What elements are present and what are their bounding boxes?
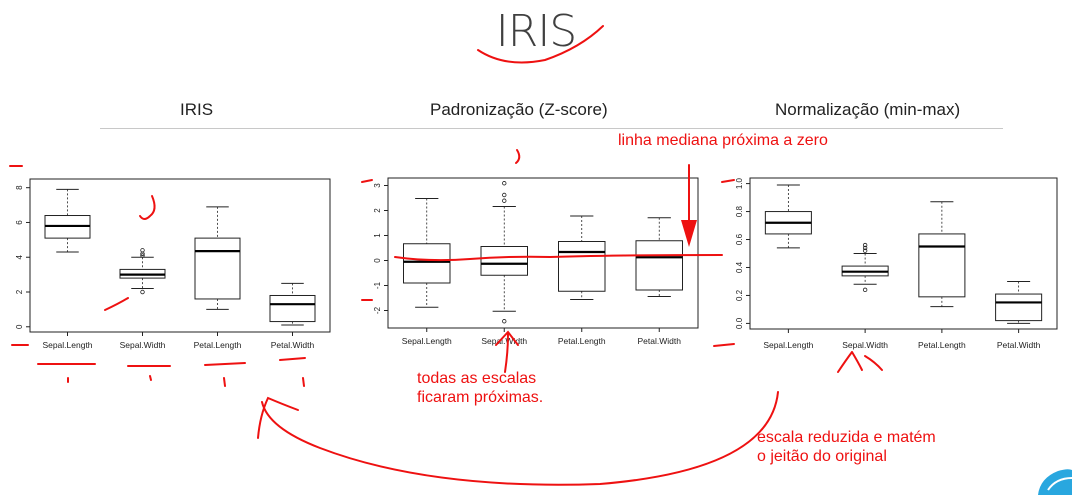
slide-title: IRIS — [495, 6, 577, 57]
underline-3 — [204, 362, 246, 366]
plot-frame — [749, 177, 1058, 330]
y-tick-label: 8 — [15, 185, 24, 190]
note-scales-line2: ficaram próximas. — [417, 389, 544, 406]
boxplot-iris: 0 2 4 6 8 Sepal.Length Sepal.Width Petal.Length… — [15, 178, 331, 350]
boxplot-minmax: 0.0 0.2 0.4 0.6 0.8 1.0 Sepal.Length Sepal.Widt… — [735, 177, 1058, 350]
long-arc-arrow — [261, 391, 779, 486]
plot-frame — [387, 177, 699, 329]
box-iqr — [194, 237, 241, 300]
x-tick-label: Petal.Length — [194, 340, 242, 350]
y-tick-label: 6 — [15, 220, 24, 225]
y-tick-label: 0.4 — [735, 261, 744, 273]
y-tick-label: -2 — [373, 306, 382, 314]
boxplot-zscore: -2 -1 0 1 2 3 Sepal.Length Sepal.Width Petal.Len… — [373, 177, 699, 346]
box-outlier — [502, 192, 507, 198]
x-tick-label: Sepal.Length — [42, 340, 92, 350]
plot-frame — [29, 178, 331, 333]
box-iqr — [403, 243, 451, 284]
arrow-up-zscore — [504, 333, 509, 373]
y-tick-label: -1 — [373, 281, 382, 289]
y-tick-label: 0.2 — [735, 289, 744, 301]
mark-right-b — [713, 343, 735, 347]
box-iqr — [635, 240, 683, 291]
panel-title-iris: IRIS — [180, 100, 214, 119]
note-reduced-line1: escala reduzida e matém — [757, 429, 936, 446]
dash-3 — [223, 377, 226, 387]
box-outlier — [140, 253, 145, 258]
underline-4 — [279, 357, 306, 361]
x-tick-label: Sepal.Width — [120, 340, 166, 350]
note-median-line: linha mediana próxima a zero — [618, 132, 828, 149]
x-tick-label: Sepal.Length — [763, 340, 813, 350]
long-arc-arrowhead — [257, 396, 299, 439]
box-outlier — [502, 198, 507, 203]
x-tick-label: Petal.Width — [271, 340, 315, 350]
box-outlier — [862, 287, 868, 293]
y-tick-label: 1.0 — [735, 177, 744, 189]
y-tick-label: 0 — [15, 324, 24, 329]
y-tick-label: 1 — [373, 233, 382, 238]
dash-2 — [149, 375, 152, 381]
mark-mid-a — [361, 179, 373, 183]
box-iqr — [995, 293, 1043, 322]
y-tick-label: 3 — [373, 183, 382, 188]
box-outlier — [862, 248, 868, 253]
x-tick-label: Petal.Length — [558, 336, 606, 346]
y-tick-label: 4 — [15, 254, 24, 259]
box-iqr — [269, 294, 316, 323]
arrow-up-head — [495, 330, 519, 346]
box-iqr — [918, 233, 966, 298]
mark-right-a — [721, 179, 735, 183]
marks-minmax — [837, 351, 883, 373]
arrow-head-median — [681, 220, 697, 247]
box-outlier — [862, 242, 868, 248]
x-tick-label: Petal.Width — [997, 340, 1041, 350]
title-underline-stroke — [477, 25, 604, 64]
box-outlier — [502, 319, 507, 324]
panel-title-zscore: Padronização (Z-score) — [430, 100, 608, 119]
x-tick-label: Sepal.Width — [481, 336, 527, 346]
y-tick-label: 0 — [373, 258, 382, 263]
dash-4 — [302, 377, 305, 387]
curl-mark — [139, 195, 156, 220]
y-tick-label: 2 — [373, 208, 382, 213]
tick-mark — [515, 149, 521, 164]
box-iqr — [558, 241, 606, 292]
box-iqr — [480, 246, 528, 276]
x-tick-label: Petal.Length — [918, 340, 966, 350]
box-outlier — [862, 245, 868, 251]
note-scales-line1: todas as escalas — [417, 370, 537, 387]
arrow-small — [104, 297, 129, 311]
median-line-stroke — [394, 254, 723, 262]
panel-title-minmax: Normalização (min-max) — [775, 100, 961, 119]
y-tick-label: 0.0 — [735, 317, 744, 329]
note-reduced-line2: o jeitão do original — [757, 448, 887, 465]
x-tick-label: Petal.Width — [638, 336, 682, 346]
y-tick-label: 0.6 — [735, 233, 744, 245]
y-tick-label: 0.8 — [735, 205, 744, 217]
box-outlier — [140, 248, 145, 253]
x-tick-label: Sepal.Length — [402, 336, 452, 346]
title-divider — [100, 128, 1003, 129]
box-outlier — [140, 289, 145, 295]
box-outlier — [502, 181, 507, 186]
x-tick-label: Sepal.Width — [842, 340, 888, 350]
y-tick-label: 2 — [15, 289, 24, 294]
